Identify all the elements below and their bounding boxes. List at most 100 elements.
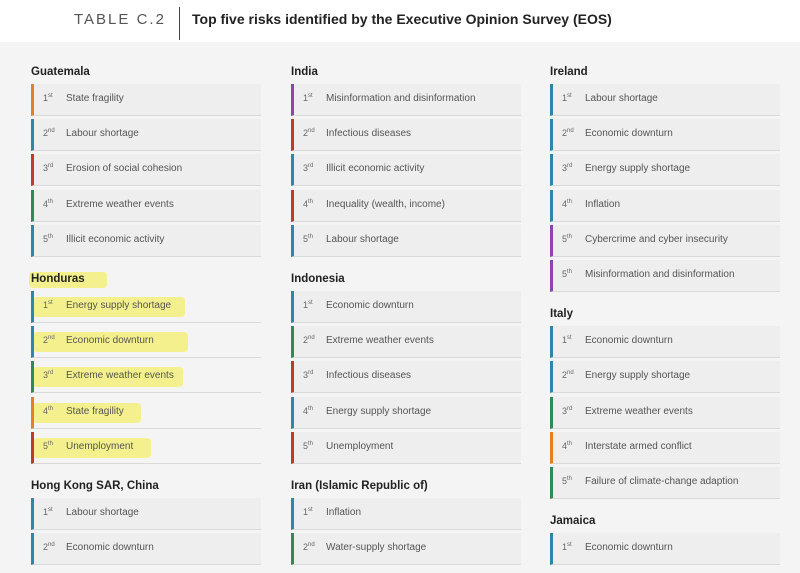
risk-rank: 3rd xyxy=(303,163,313,173)
table-title: Top five risks identified by the Executi… xyxy=(192,11,612,27)
risk-rank: 1st xyxy=(303,507,313,517)
risk-rank-suffix: rd xyxy=(308,370,314,377)
risk-rank-number: 5 xyxy=(562,269,568,279)
risk-rank: 2nd xyxy=(43,335,55,345)
table-header: TABLE C.2 Top five risks identified by t… xyxy=(0,0,800,42)
risk-row: 1st Economic downturn xyxy=(291,291,521,323)
country-name: India xyxy=(291,66,318,78)
risk-rank-number: 3 xyxy=(562,405,568,416)
risk-rank: 5th xyxy=(562,476,572,486)
risk-row: 2nd Extreme weather events xyxy=(291,326,521,359)
risk-rank-number: 4 xyxy=(303,405,309,416)
risk-row: 1st Inflation xyxy=(291,498,521,530)
risk-row: 1st Economic downturn xyxy=(550,326,780,359)
risk-label: Economic downturn xyxy=(326,300,414,311)
risk-rank-suffix: st xyxy=(308,93,313,99)
risk-rank-suffix: rd xyxy=(567,163,573,170)
risk-rank: 2nd xyxy=(43,542,55,552)
risk-row: 5th Failure of climate-change adaption xyxy=(550,467,780,499)
risk-label: Economic downturn xyxy=(585,542,673,554)
risk-label: Extreme weather events xyxy=(326,335,434,347)
risk-rank: 5th xyxy=(43,441,53,451)
risk-rank: 3rd xyxy=(43,370,53,380)
risk-rank: 5th xyxy=(303,441,313,451)
risk-row: 5th Unemployment xyxy=(31,431,261,464)
risk-rank-number: 5 xyxy=(562,476,568,486)
risk-rank-number: 2 xyxy=(562,370,568,381)
risk-label: Labour shortage xyxy=(66,507,139,518)
risk-rank-suffix: st xyxy=(567,93,572,99)
risk-rank: 4th xyxy=(303,199,313,209)
risk-rank: 4th xyxy=(303,406,313,416)
risk-label: Inflation xyxy=(326,507,362,518)
risk-label: Energy supply shortage xyxy=(326,405,432,417)
risk-rank-suffix: th xyxy=(567,440,573,447)
country-name: Ireland xyxy=(550,66,588,78)
risk-rank-number: 2 xyxy=(562,128,568,139)
risk-rank-suffix: rd xyxy=(308,163,314,170)
risk-rank-suffix: nd xyxy=(567,128,574,135)
country-name: Iran (Islamic Republic of) xyxy=(291,480,428,492)
risk-label: Cybercrime and cyber insecurity xyxy=(585,233,728,245)
risk-rank-number: 1 xyxy=(303,93,309,103)
risk-rank-suffix: nd xyxy=(308,542,315,549)
risk-rank: 5th xyxy=(43,234,53,244)
risk-rank-number: 2 xyxy=(43,542,49,553)
risk-rank-number: 5 xyxy=(43,440,49,451)
risk-rank-suffix: st xyxy=(567,335,572,342)
table-label: TABLE C.2 xyxy=(74,11,166,28)
risk-rank-suffix: nd xyxy=(308,335,315,342)
risk-rank: 3rd xyxy=(43,163,53,173)
highlight-marker xyxy=(33,437,151,458)
risk-label: Economic downturn xyxy=(585,128,673,140)
risk-row: 2nd Economic downturn xyxy=(31,326,261,359)
risk-rank: 3rd xyxy=(562,163,572,173)
risk-rank: 2nd xyxy=(303,128,315,138)
highlight-marker xyxy=(29,272,107,288)
risk-row: 2nd Infectious diseases xyxy=(291,119,521,152)
risk-row: 5th Misinformation and disinformation xyxy=(550,260,780,292)
risk-rank: 5th xyxy=(303,234,313,244)
risk-rank: 5th xyxy=(562,269,572,279)
risk-rank-number: 2 xyxy=(303,335,309,346)
risk-rank-suffix: th xyxy=(567,233,573,240)
country-name: Jamaica xyxy=(550,515,596,528)
risk-row: 3rd Energy supply shortage xyxy=(550,154,780,187)
risk-rank-number: 1 xyxy=(43,507,49,517)
risk-rank-number: 4 xyxy=(562,440,568,451)
risk-label: Economic downturn xyxy=(66,335,154,347)
risk-rank-suffix: th xyxy=(308,198,314,205)
risk-rank-suffix: th xyxy=(48,198,54,205)
risk-rank: 3rd xyxy=(303,370,313,380)
risk-rank: 1st xyxy=(303,300,313,310)
risk-label: Energy supply shortage xyxy=(66,300,172,311)
risk-rank: 1st xyxy=(562,93,572,103)
risk-rank: 1st xyxy=(562,335,572,345)
risk-label: Water-supply shortage xyxy=(326,542,427,554)
risk-label: Misinformation and disinformation xyxy=(585,269,735,280)
risk-rank: 4th xyxy=(562,199,572,209)
risk-row: 2nd Economic downturn xyxy=(31,533,261,566)
risk-rank: 2nd xyxy=(303,542,315,552)
risk-label: State fragility xyxy=(66,93,124,104)
risk-label: Extreme weather events xyxy=(66,198,174,210)
risk-row: 1st Economic downturn xyxy=(550,533,780,566)
risk-rank-number: 5 xyxy=(562,233,568,244)
risk-label: Labour shortage xyxy=(585,93,658,104)
risk-rank: 4th xyxy=(43,406,53,416)
risk-rank: 3rd xyxy=(562,406,572,416)
risk-label: Labour shortage xyxy=(326,233,399,245)
risk-row: 4th Extreme weather events xyxy=(31,189,261,222)
risk-row: 2nd Economic downturn xyxy=(550,119,780,152)
risk-row: 1st Energy supply shortage xyxy=(31,291,261,323)
risk-rank: 1st xyxy=(303,93,313,103)
risk-rank-suffix: th xyxy=(567,476,573,482)
risk-rank: 5th xyxy=(562,234,572,244)
risk-label: Labour shortage xyxy=(66,128,139,140)
risk-label: Unemployment xyxy=(66,440,134,452)
risk-row: 2nd Labour shortage xyxy=(31,119,261,152)
risk-rank-number: 3 xyxy=(43,163,49,174)
risk-rank-suffix: st xyxy=(48,93,53,99)
risk-rank-suffix: th xyxy=(308,233,314,240)
risk-rank-suffix: st xyxy=(48,300,53,306)
